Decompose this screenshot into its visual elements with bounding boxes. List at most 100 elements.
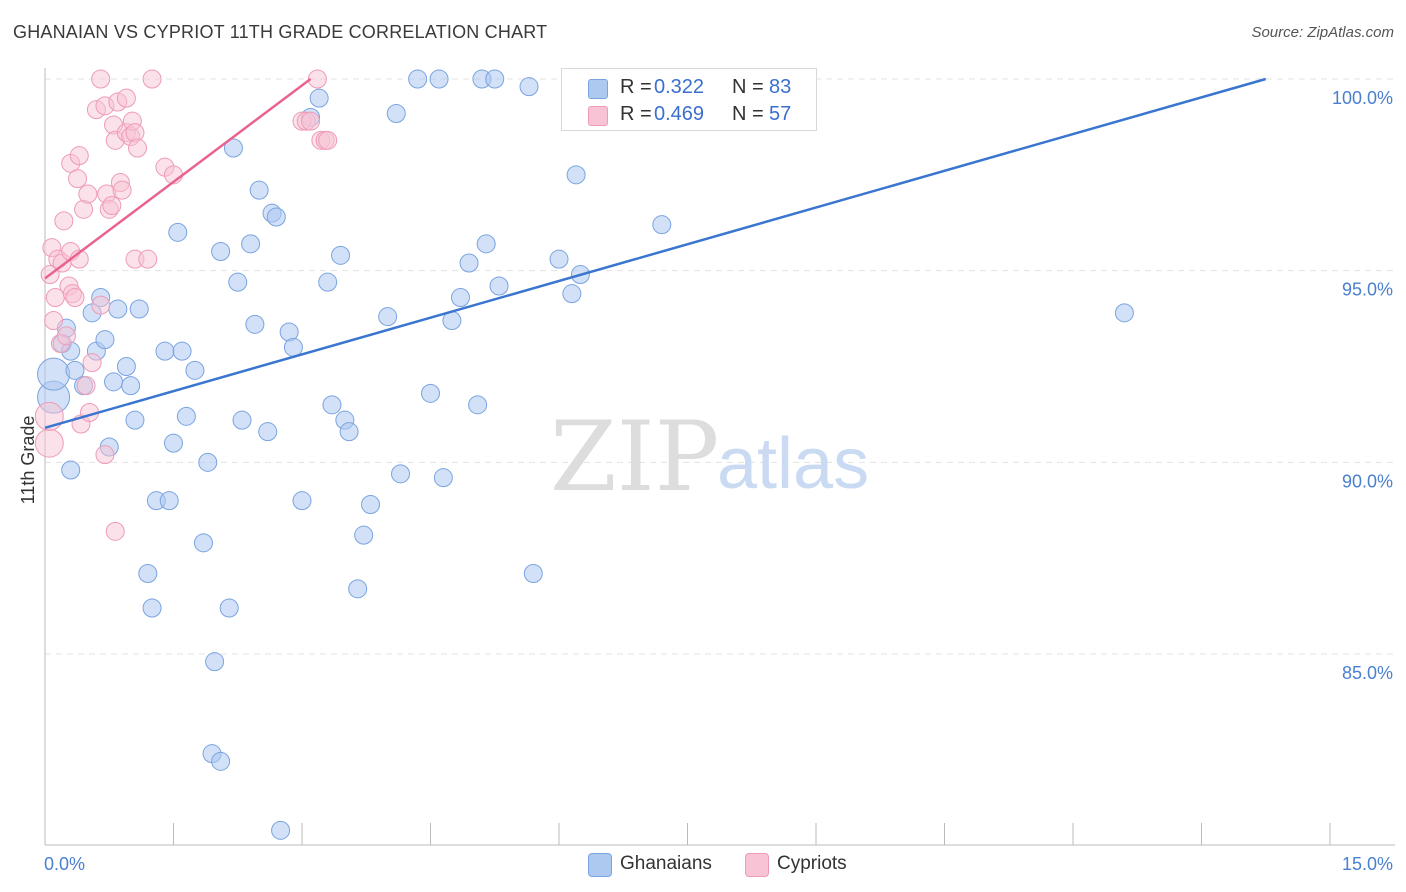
x-tick-label: 15.0% bbox=[1342, 854, 1393, 874]
ghanaians-point bbox=[450, 288, 470, 307]
ghanaians-point bbox=[116, 357, 136, 376]
cypriots-point bbox=[68, 169, 88, 189]
ghanaians-point bbox=[459, 253, 479, 273]
source-label: Source: ZipAtlas.com bbox=[1251, 24, 1394, 41]
ghanaians-point bbox=[95, 330, 115, 350]
ghanaians-point bbox=[408, 69, 428, 89]
bottom-legend-label-cypriots: Cypriots bbox=[777, 853, 847, 874]
legend-n-label: N = bbox=[732, 103, 764, 125]
ghanaians-point bbox=[391, 464, 411, 484]
ghanaians-point bbox=[159, 491, 179, 511]
cypriots-point bbox=[78, 184, 98, 204]
ghanaians-point bbox=[211, 751, 231, 771]
ghanaians-point bbox=[566, 165, 586, 185]
ghanaians-point bbox=[339, 422, 359, 442]
ghanaians-point bbox=[283, 337, 303, 357]
ghanaians-point bbox=[266, 207, 286, 227]
ghanaians-point bbox=[108, 299, 128, 319]
cypriots-point bbox=[102, 196, 122, 215]
ghanaians-point bbox=[519, 77, 539, 97]
ghanaians-point bbox=[271, 820, 291, 840]
ghanaians-point bbox=[348, 579, 368, 599]
ghanaians-point bbox=[205, 652, 225, 672]
cypriots-point bbox=[91, 69, 111, 89]
legend-r-label: R = bbox=[620, 103, 652, 125]
cypriots-point bbox=[142, 69, 162, 89]
cypriots-point bbox=[116, 88, 136, 108]
ghanaians-point bbox=[652, 215, 672, 235]
legend-r-label: R = bbox=[620, 76, 652, 98]
cypriots-points bbox=[34, 69, 338, 541]
cypriots-point bbox=[34, 428, 64, 458]
chart-title: GHANAIAN VS CYPRIOT 11TH GRADE CORRELATI… bbox=[13, 22, 548, 42]
ghanaians-point bbox=[168, 222, 188, 242]
bottom-legend-label-ghanaians: Ghanaians bbox=[620, 853, 712, 874]
ghanaians-point bbox=[429, 69, 449, 89]
legend: R = 0.322 N = 83 R = 0.469 N = 57 bbox=[561, 68, 817, 131]
cypriots-point bbox=[318, 130, 338, 150]
cypriots-point bbox=[65, 288, 85, 307]
cypriots-point bbox=[301, 111, 321, 131]
ghanaians-point bbox=[185, 360, 205, 380]
ghanaians-point bbox=[1114, 303, 1134, 323]
ghanaians-point bbox=[421, 383, 440, 403]
cypriots-point bbox=[307, 69, 327, 89]
legend-row-ghanaians: R = 0.322 N = 83 bbox=[562, 74, 816, 100]
legend-n-value: 57 bbox=[769, 103, 792, 125]
ghanaians-point bbox=[562, 284, 582, 304]
ghanaians-point bbox=[138, 564, 158, 583]
ghanaians-point bbox=[249, 180, 269, 200]
ghanaians-point bbox=[241, 234, 261, 254]
legend-swatch-blue bbox=[588, 79, 608, 99]
cypriots-point bbox=[91, 295, 111, 315]
trend-lines bbox=[44, 77, 1267, 430]
legend-swatch-pink bbox=[588, 106, 608, 126]
ghanaians-point bbox=[223, 138, 243, 158]
ghanaians-point bbox=[489, 276, 509, 296]
ghanaians-point bbox=[309, 88, 329, 108]
cypriots-trend-line bbox=[44, 78, 312, 280]
ghanaians-point bbox=[292, 491, 312, 511]
y-tick-label: 85.0% bbox=[1342, 663, 1393, 683]
ghanaians-point bbox=[258, 422, 278, 442]
ghanaians-point bbox=[245, 314, 265, 334]
x-tick-label: 0.0% bbox=[44, 854, 85, 874]
cypriots-point bbox=[105, 521, 125, 541]
ghanaians-point bbox=[232, 410, 252, 430]
cypriots-point bbox=[138, 249, 158, 269]
ghanaians-point bbox=[318, 272, 338, 292]
ghanaians-point bbox=[386, 104, 406, 123]
ghanaians-point bbox=[433, 468, 453, 488]
ghanaians-point bbox=[142, 598, 162, 618]
y-tick-label: 95.0% bbox=[1342, 280, 1393, 300]
cypriots-point bbox=[82, 353, 102, 373]
legend-row-cypriots: R = 0.469 N = 57 bbox=[562, 101, 816, 127]
watermark-atlas: atlas bbox=[717, 424, 869, 504]
watermark-zip: ZIP bbox=[550, 401, 719, 513]
tick-labels: 85.0% 90.0% 95.0% 100.0% 0.0% 15.0% bbox=[44, 88, 1393, 874]
ghanaians-point bbox=[65, 360, 85, 380]
gridlines bbox=[45, 78, 1395, 655]
ghanaians-point bbox=[468, 395, 488, 415]
ghanaians-point bbox=[172, 341, 192, 361]
cypriots-point bbox=[56, 326, 76, 346]
cypriots-point bbox=[112, 180, 132, 200]
ghanaians-point bbox=[354, 525, 374, 545]
ghanaians-points bbox=[37, 69, 1134, 840]
ghanaians-point bbox=[523, 564, 543, 583]
ghanaians-point bbox=[129, 299, 149, 319]
legend-n-value: 83 bbox=[769, 76, 792, 98]
ghanaians-point bbox=[485, 69, 505, 89]
bottom-legend-swatch-pink bbox=[745, 853, 769, 877]
cypriots-point bbox=[76, 376, 96, 396]
ghanaians-point bbox=[37, 357, 71, 391]
y-tick-label: 90.0% bbox=[1342, 471, 1393, 491]
cypriots-point bbox=[128, 138, 148, 158]
ghanaians-point bbox=[219, 598, 239, 618]
cypriots-point bbox=[54, 211, 74, 231]
ghanaians-point bbox=[331, 245, 351, 265]
ghanaians-point bbox=[61, 460, 81, 480]
ghanaians-point bbox=[378, 307, 398, 327]
legend-r-value: 0.469 bbox=[654, 103, 705, 125]
ghanaians-point bbox=[476, 234, 496, 254]
